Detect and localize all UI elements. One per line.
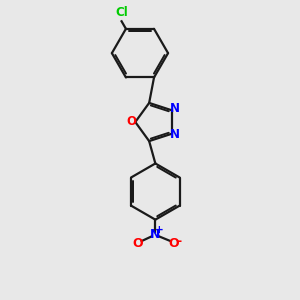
Text: O: O [133,237,143,250]
Text: N: N [150,228,161,241]
Text: N: N [170,128,180,141]
Text: Cl: Cl [115,6,128,19]
Text: N: N [170,102,180,116]
Text: O: O [169,237,179,250]
Text: O: O [127,115,136,128]
Text: +: + [155,225,164,235]
Text: -: - [176,235,182,248]
